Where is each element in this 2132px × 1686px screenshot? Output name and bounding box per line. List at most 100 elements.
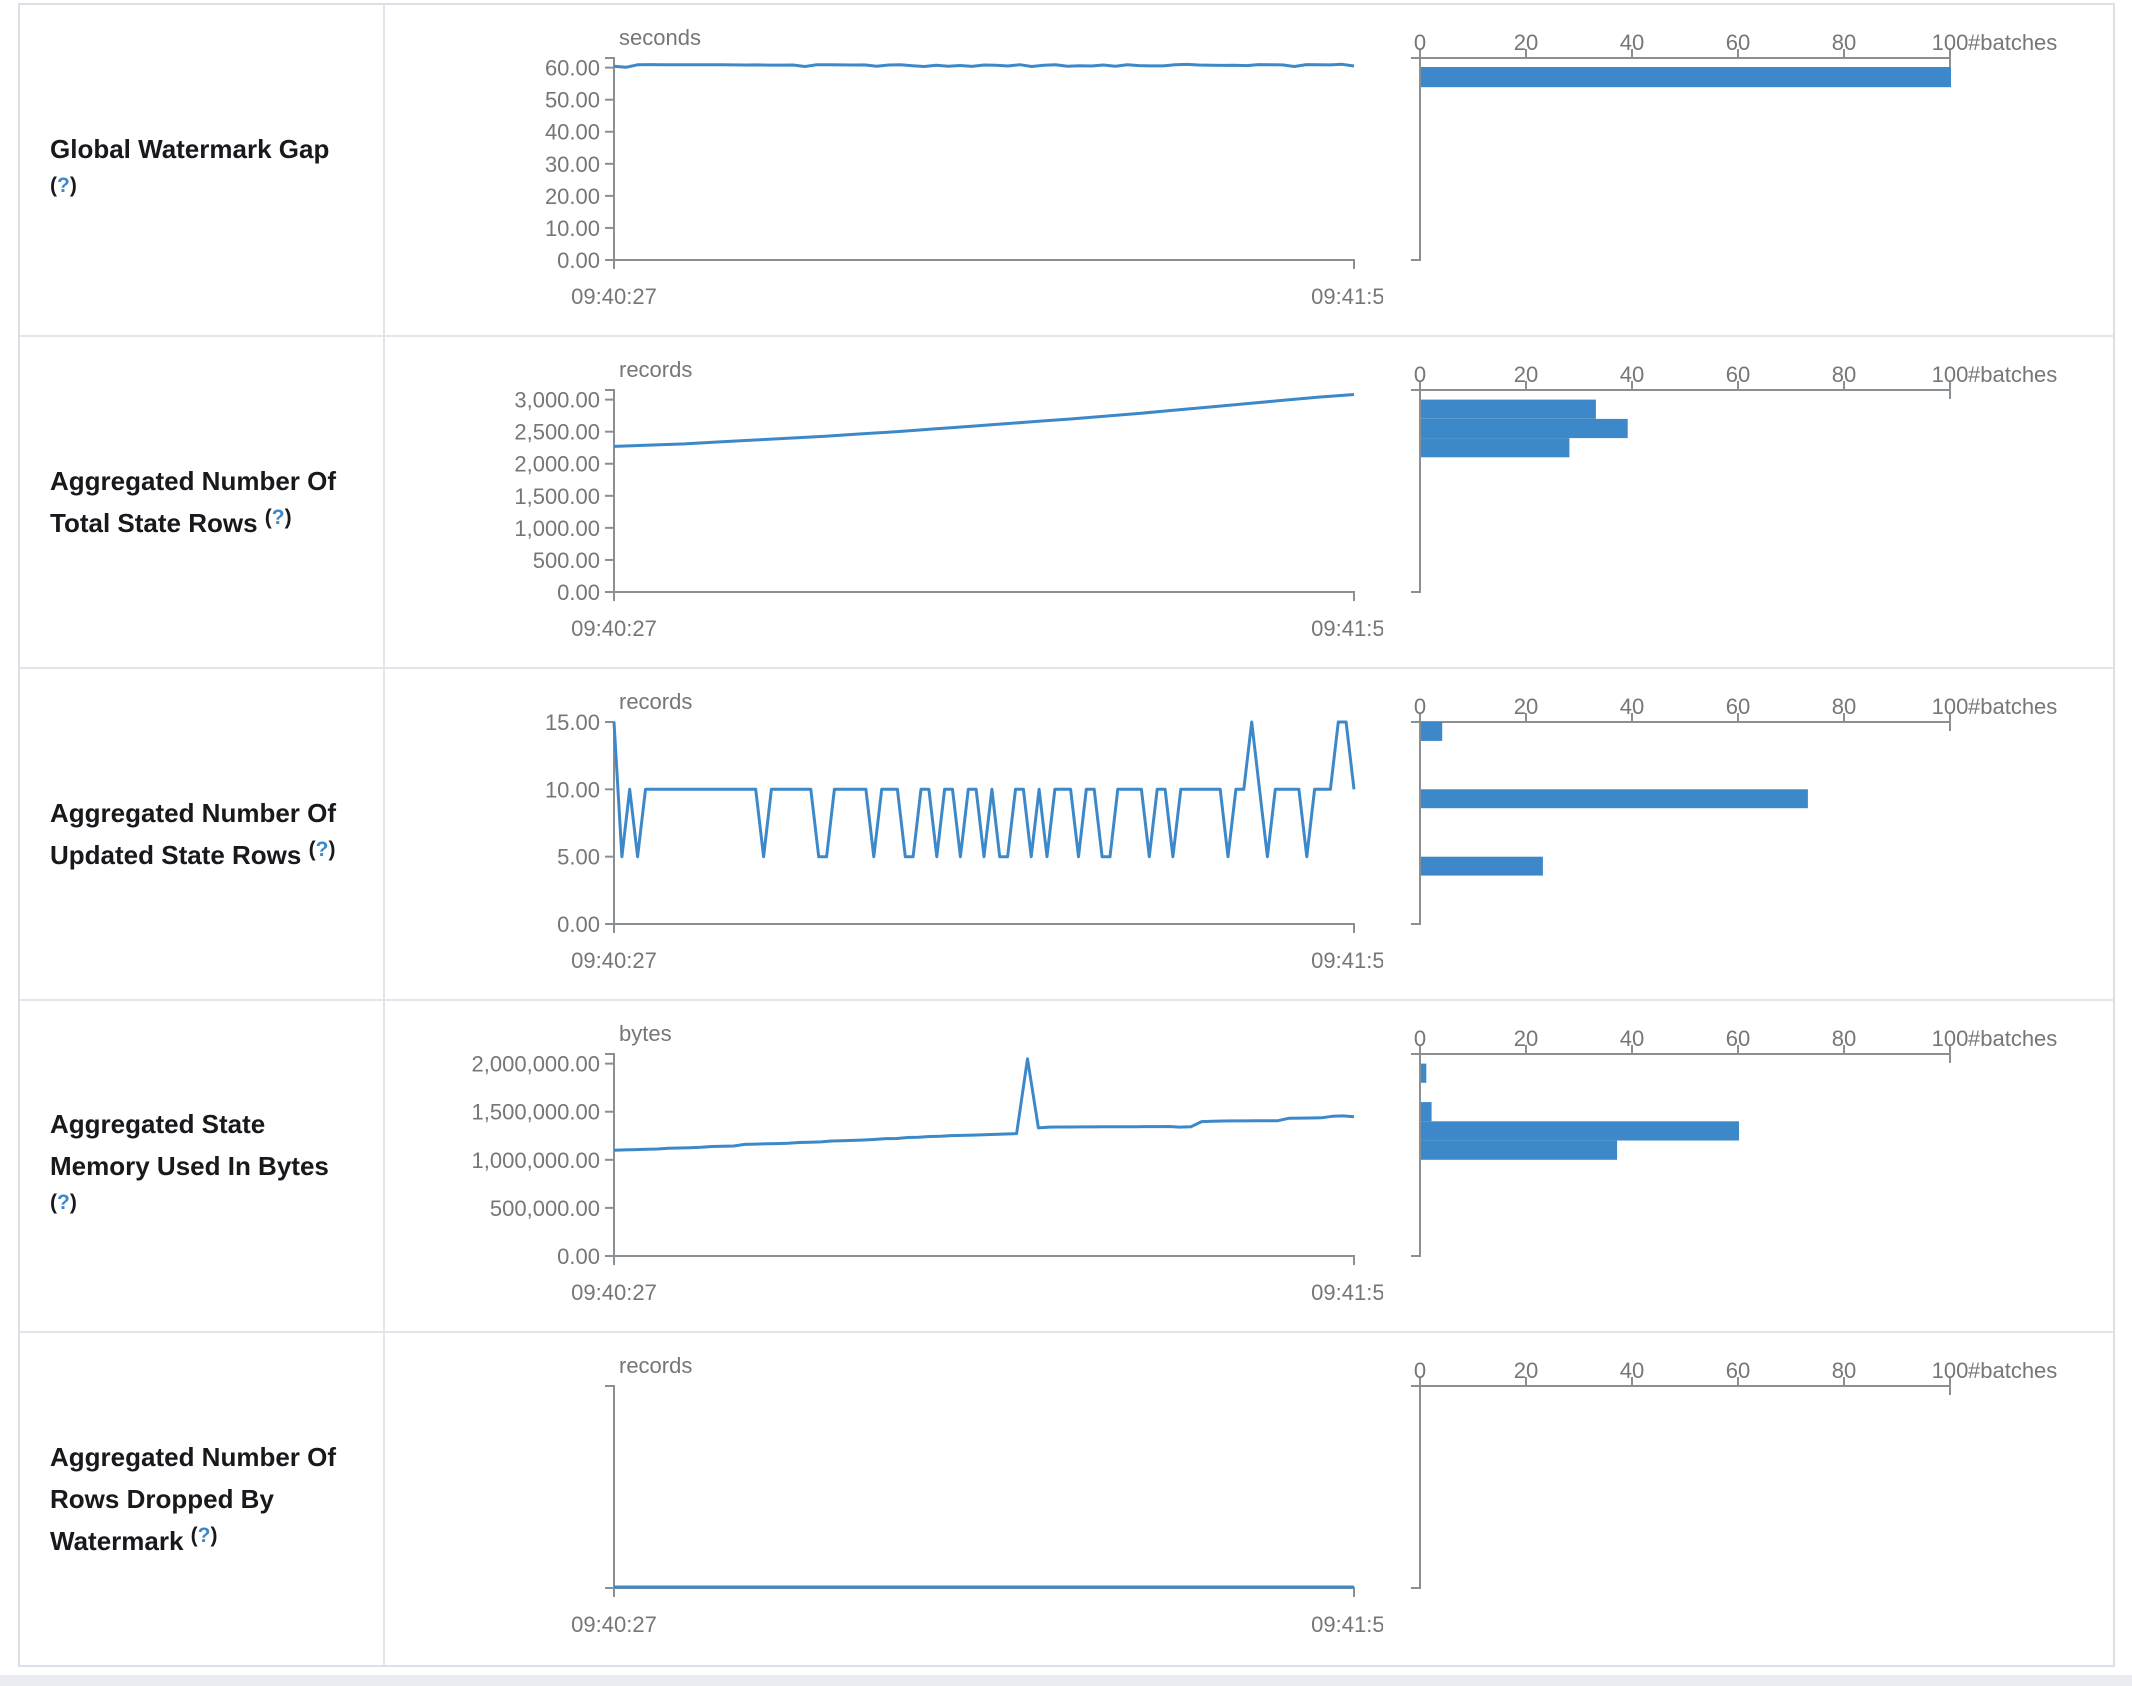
svg-text:1,000.00: 1,000.00 [514,516,600,541]
svg-text:09:41:56: 09:41:56 [1311,1612,1383,1637]
svg-text:100: 100 [1931,30,1968,55]
metric-label: Global Watermark Gap [50,134,330,164]
svg-text:0.00: 0.00 [557,248,600,273]
svg-text:500,000.00: 500,000.00 [490,1196,600,1221]
metric-row-updated-state-rows: Aggregated Number Of Updated State Rows … [20,669,2113,1001]
help-icon[interactable]: (?) [308,838,336,861]
svg-text:09:41:56: 09:41:56 [1311,616,1383,641]
metric-label: Aggregated Number Of Updated State Rows [50,798,337,870]
svg-text:10.00: 10.00 [545,777,600,802]
help-icon[interactable]: (?) [50,174,77,197]
svg-text:500.00: 500.00 [533,548,600,573]
svg-text:0.00: 0.00 [557,1244,600,1269]
timeline-chart: records 15.00 10.00 5.00 0.00 09:40:27 09:41:5… [545,689,1383,973]
metric-row-state-memory: Aggregated State Memory Used In Bytes (?… [20,1001,2113,1333]
histogram-chart: 0 20 40 60 80 100 #batches [1410,362,2057,593]
svg-text:09:40:27: 09:40:27 [571,1280,657,1305]
metric-label: Aggregated Number Of Rows Dropped By Wat… [50,1442,337,1556]
svg-text:09:41:56: 09:41:56 [1311,1280,1383,1305]
histogram-chart: 0 20 40 60 80 100 #batches [1410,694,2057,925]
timeline-chart: records 3,000.00 2,500.00 2,000.00 1,500.00 1… [514,357,1383,641]
svg-text:0: 0 [1414,1358,1426,1383]
help-icon[interactable]: (?) [50,1191,77,1214]
svg-text:20: 20 [1513,30,1537,55]
svg-text:09:41:56: 09:41:56 [1311,284,1383,309]
svg-text:40: 40 [1619,30,1643,55]
timeline-chart: bytes 2,000,000.00 1,500,000.00 1,000,000.0… [472,1021,1383,1305]
svg-text:20.00: 20.00 [545,184,600,209]
svg-text:#batches: #batches [1968,1026,2057,1051]
streaming-metrics-table: Global Watermark Gap (?) seconds 60.00 50.… [18,3,2115,1667]
svg-text:09:40:27: 09:40:27 [571,948,657,973]
metric-label-cell: Aggregated Number Of Rows Dropped By Wat… [20,1333,385,1665]
svg-text:09:40:27: 09:40:27 [571,616,657,641]
svg-text:20: 20 [1513,694,1537,719]
svg-text:80: 80 [1831,362,1855,387]
svg-text:40: 40 [1619,694,1643,719]
svg-text:2,000,000.00: 2,000,000.00 [472,1052,600,1077]
help-icon[interactable]: (?) [190,1524,218,1547]
metric-label: Aggregated State Memory Used In Bytes [50,1109,329,1181]
metric-charts-cell: records 3,000.00 2,500.00 2,000.00 1,500.00 1… [385,337,2113,667]
svg-text:60: 60 [1725,1026,1749,1051]
svg-text:09:40:27: 09:40:27 [571,1612,657,1637]
histogram-chart: 0 20 40 60 80 100 #batches [1410,1358,2057,1589]
svg-text:40.00: 40.00 [545,120,600,145]
svg-text:#batches: #batches [1968,30,2057,55]
svg-text:10.00: 10.00 [545,216,600,241]
svg-text:100: 100 [1931,694,1968,719]
svg-text:100: 100 [1931,362,1968,387]
metric-charts-cell: records 09:40:27 09:41:56 0 20 40 60 80 100#bat… [385,1333,2113,1665]
svg-text:1,500,000.00: 1,500,000.00 [472,1100,600,1125]
svg-text:3,000.00: 3,000.00 [514,388,600,413]
svg-text:seconds: seconds [619,25,701,50]
metric-label-cell: Global Watermark Gap (?) [20,5,385,335]
svg-text:60.00: 60.00 [545,56,600,81]
svg-text:20: 20 [1513,362,1537,387]
svg-text:#batches: #batches [1968,1358,2057,1383]
svg-text:2,000.00: 2,000.00 [514,452,600,477]
metric-label-cell: Aggregated Number Of Total State Rows (?… [20,337,385,667]
svg-text:60: 60 [1725,694,1749,719]
svg-text:records: records [619,357,692,382]
metric-row-total-state-rows: Aggregated Number Of Total State Rows (?… [20,337,2113,669]
svg-text:records: records [619,1353,692,1378]
metric-row-global-watermark-gap: Global Watermark Gap (?) seconds 60.00 50.… [20,5,2113,337]
svg-text:100: 100 [1931,1026,1968,1051]
svg-text:80: 80 [1831,30,1855,55]
svg-text:40: 40 [1619,1026,1643,1051]
svg-text:1,000,000.00: 1,000,000.00 [472,1148,600,1173]
svg-text:0: 0 [1414,694,1426,719]
svg-text:20: 20 [1513,1358,1537,1383]
timeline-chart: seconds 60.00 50.00 40.00 30.00 20.00 10.00 0.0… [545,25,1383,309]
svg-text:09:41:56: 09:41:56 [1311,948,1383,973]
svg-text:60: 60 [1725,1358,1749,1383]
help-icon[interactable]: (?) [264,506,292,529]
histogram-chart: 0 20 40 60 80 100 #batches [1410,1026,2057,1257]
metric-label-cell: Aggregated Number Of Updated State Rows … [20,669,385,999]
svg-text:#batches: #batches [1968,362,2057,387]
svg-text:0: 0 [1414,1026,1426,1051]
svg-text:30.00: 30.00 [545,152,600,177]
svg-text:80: 80 [1831,694,1855,719]
metric-row-rows-dropped-by-watermark: Aggregated Number Of Rows Dropped By Wat… [20,1333,2113,1665]
svg-text:records: records [619,689,692,714]
svg-text:80: 80 [1831,1026,1855,1051]
svg-text:60: 60 [1725,362,1749,387]
metric-charts-cell: records 15.00 10.00 5.00 0.00 09:40:27 09:41:5… [385,669,2113,999]
svg-text:0.00: 0.00 [557,580,600,605]
page-background-strip [0,1675,2132,1686]
svg-text:0: 0 [1414,30,1426,55]
metric-label-cell: Aggregated State Memory Used In Bytes (?… [20,1001,385,1331]
svg-text:40: 40 [1619,362,1643,387]
svg-text:5.00: 5.00 [557,845,600,870]
svg-text:bytes: bytes [619,1021,672,1046]
svg-text:0: 0 [1414,362,1426,387]
histogram-chart: 0 20 40 60 80 100 #batches [1410,30,2057,261]
metric-charts-cell: seconds 60.00 50.00 40.00 30.00 20.00 10.00 0.0… [385,5,2113,335]
svg-text:15.00: 15.00 [545,710,600,735]
metric-label: Aggregated Number Of Total State Rows [50,466,337,538]
timeline-chart: records 09:40:27 09:41:56 [571,1353,1383,1637]
svg-text:#batches: #batches [1968,694,2057,719]
svg-text:100: 100 [1931,1358,1968,1383]
